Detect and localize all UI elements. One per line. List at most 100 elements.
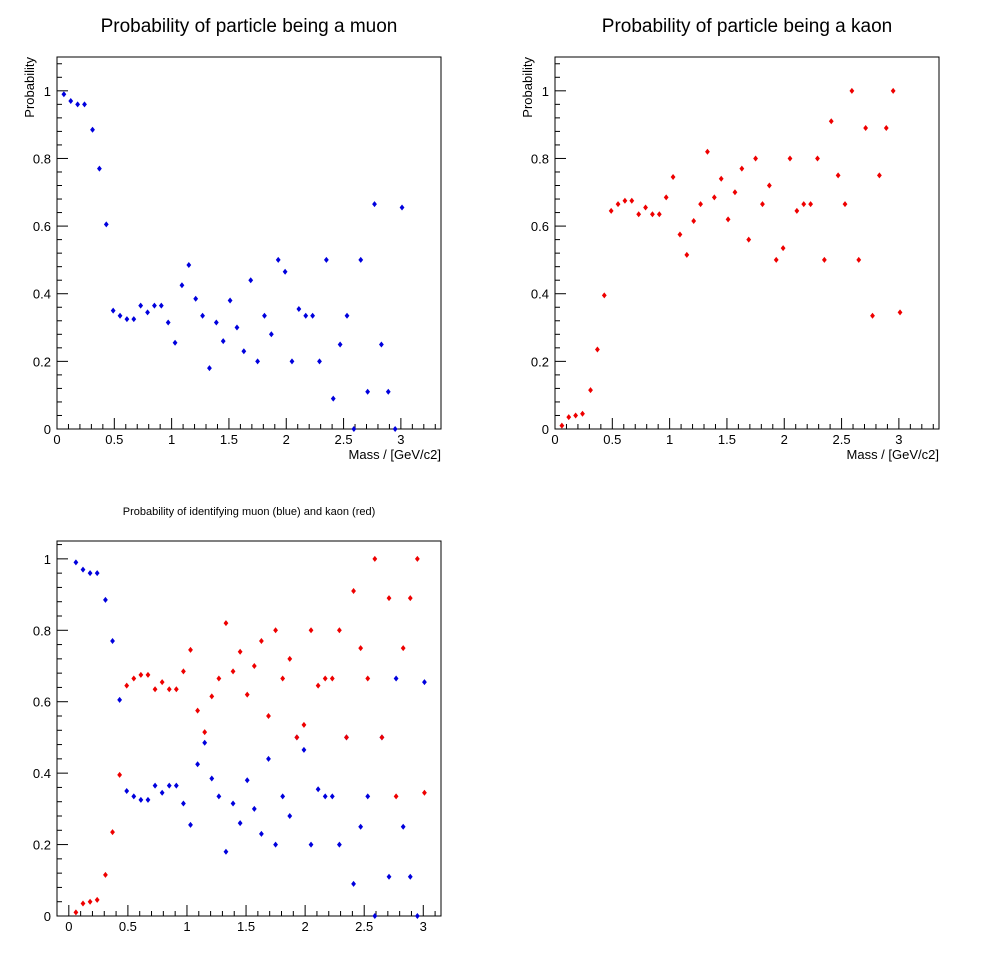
data-point <box>773 256 779 263</box>
data-point <box>296 305 302 312</box>
data-point <box>601 292 607 299</box>
data-point <box>68 97 74 104</box>
data-point <box>766 182 772 189</box>
data-point <box>386 595 392 602</box>
data-point <box>251 805 257 812</box>
data-point <box>815 155 820 162</box>
y-tick-label: 0.6 <box>531 219 549 234</box>
y-tick-label: 0.4 <box>531 287 549 302</box>
data-point <box>124 682 130 689</box>
data-point <box>890 87 896 94</box>
data-point <box>351 426 357 432</box>
data-point <box>131 793 137 800</box>
data-point <box>329 793 335 800</box>
data-point <box>117 696 123 703</box>
data-point <box>117 771 123 778</box>
data-point <box>179 282 185 289</box>
x-tick-label: 0 <box>551 432 558 447</box>
data-point <box>152 302 157 309</box>
data-point <box>358 645 364 652</box>
data-point <box>808 201 814 208</box>
y-tick-label: 0.2 <box>33 354 51 369</box>
data-point <box>87 570 93 577</box>
panel-muon-title: Probability of particle being a muon <box>101 16 398 37</box>
panel-kaon-ylabel: Probability <box>520 57 535 118</box>
panel-combined-title: Probability of identifying muon (blue) a… <box>123 506 376 518</box>
data-point <box>315 786 321 793</box>
data-point <box>117 312 123 319</box>
data-point <box>372 913 378 919</box>
panel-kaon: Probability of particle being a kaon Mas… <box>520 16 940 462</box>
panel-kaon-points <box>559 87 903 429</box>
data-point <box>663 194 669 201</box>
x-tick-label: 2.5 <box>833 432 851 447</box>
data-point <box>677 231 683 238</box>
data-point <box>186 261 192 268</box>
data-point <box>173 782 179 789</box>
data-point <box>856 256 862 263</box>
data-point <box>385 388 391 395</box>
data-point <box>124 316 130 323</box>
x-tick-label: 1 <box>666 432 673 447</box>
data-point <box>289 358 295 365</box>
y-tick-label: 0.8 <box>531 151 549 166</box>
data-point <box>794 207 800 214</box>
data-point <box>103 596 108 603</box>
data-point <box>691 218 697 225</box>
data-point <box>835 172 841 179</box>
data-point <box>303 312 309 319</box>
data-point <box>732 189 738 196</box>
data-point <box>234 324 240 331</box>
data-point <box>588 387 593 394</box>
data-point <box>573 412 579 419</box>
data-point <box>244 691 250 698</box>
data-point <box>138 796 144 803</box>
data-point <box>842 201 848 208</box>
data-point <box>400 823 406 830</box>
x-tick-label: 2 <box>283 432 290 447</box>
data-point <box>739 165 745 172</box>
data-point <box>213 319 219 326</box>
data-point <box>248 277 254 284</box>
data-point <box>393 793 399 800</box>
x-tick-label: 1 <box>168 432 175 447</box>
data-point <box>643 204 648 211</box>
data-point <box>378 341 384 348</box>
data-point <box>622 197 628 204</box>
data-point <box>273 627 278 634</box>
data-point <box>90 126 95 133</box>
data-point <box>82 101 87 108</box>
data-point <box>351 588 356 594</box>
y-tick-label: 0.6 <box>33 695 51 710</box>
data-point <box>559 422 565 429</box>
data-point <box>282 268 288 275</box>
data-point <box>329 675 335 682</box>
data-point <box>336 841 342 848</box>
panel-kaon-ticks: 0 0.5 1 1.5 2 2.5 3 0 0.2 0.4 0.6 0.8 1 <box>531 63 934 447</box>
data-point <box>181 800 186 807</box>
y-tick-label: 1 <box>44 84 51 99</box>
data-point <box>386 873 392 880</box>
data-point <box>94 570 100 577</box>
data-point <box>322 793 328 800</box>
y-tick-label: 0.4 <box>33 766 51 781</box>
data-point <box>87 898 93 905</box>
data-point <box>131 316 137 323</box>
x-tick-label: 3 <box>895 432 902 447</box>
data-point <box>262 312 267 319</box>
data-point <box>399 204 405 211</box>
data-point <box>287 813 293 819</box>
data-point <box>310 312 316 319</box>
data-point <box>138 671 144 678</box>
panel-combined-points <box>73 555 427 919</box>
data-point <box>615 201 621 208</box>
data-point <box>422 789 427 796</box>
data-point <box>753 155 758 162</box>
data-point <box>336 627 342 634</box>
data-point <box>110 638 115 644</box>
data-point <box>422 679 427 686</box>
data-point <box>287 655 293 662</box>
x-tick-label: 2.5 <box>355 919 373 934</box>
panel-combined-ticks: 0 0.5 1 1.5 2 2.5 3 0 0.2 0.4 0.6 0.8 1 <box>33 544 436 934</box>
data-point <box>73 559 79 566</box>
